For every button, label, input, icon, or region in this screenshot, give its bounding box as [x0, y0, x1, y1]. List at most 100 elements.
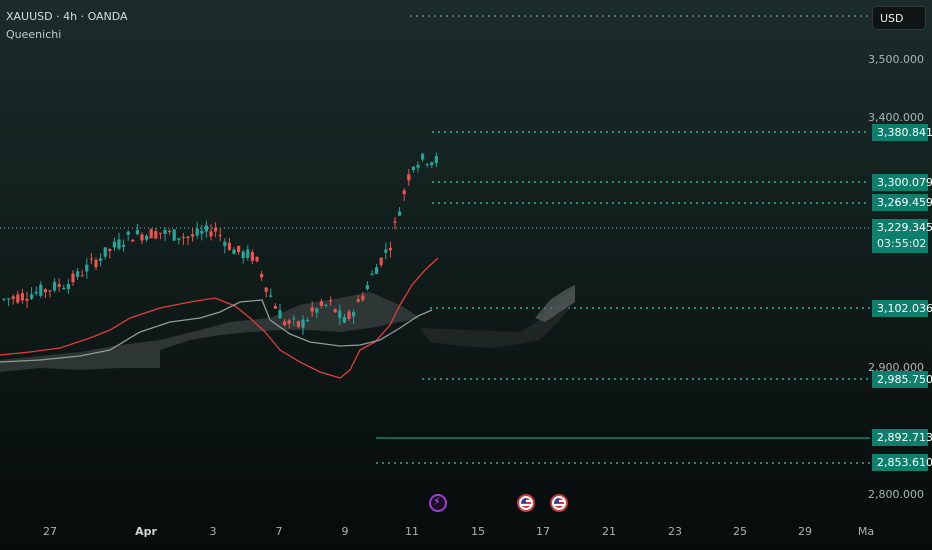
date-tick: 17: [536, 525, 550, 538]
indicator-label[interactable]: Queenichi: [6, 28, 62, 41]
currency-button[interactable]: USD: [872, 6, 926, 30]
ichimoku-cloud-area: [0, 292, 420, 372]
tenkan-line: [0, 257, 439, 379]
candle-down: [191, 234, 195, 237]
date-tick: 11: [405, 525, 419, 538]
date-tick: 7: [275, 525, 283, 538]
candle-down: [94, 259, 98, 268]
candle-up: [324, 304, 328, 306]
candle-down: [255, 256, 259, 262]
candle-down: [181, 237, 185, 239]
candle-up: [7, 298, 11, 300]
date-tick: Ma: [857, 525, 875, 538]
price-level-label: 2,853.610: [872, 454, 932, 471]
candle-down: [329, 300, 333, 302]
candle-up: [425, 164, 429, 166]
candle-up: [53, 281, 57, 291]
candle-down: [25, 298, 29, 301]
candle-up: [269, 295, 273, 297]
candle-down: [388, 247, 392, 251]
candle-down: [20, 293, 24, 301]
candle-down: [214, 227, 218, 232]
candle-up: [122, 244, 126, 247]
candle-down: [168, 231, 172, 233]
kijun-line: [0, 299, 433, 363]
candle-down: [131, 239, 135, 242]
candle-up: [76, 271, 80, 277]
candle-up: [103, 247, 107, 257]
candle-up: [430, 162, 434, 166]
candle-up: [85, 264, 89, 272]
candle-up: [370, 273, 374, 275]
candle-up: [117, 239, 121, 249]
candle-down: [283, 321, 287, 325]
price-level-lines: [0, 15, 870, 464]
candle-down: [296, 321, 300, 327]
candle-down: [227, 242, 231, 250]
candle-up: [365, 285, 369, 290]
candle-up: [241, 251, 245, 258]
price-level-label: 2,985.750: [872, 371, 932, 388]
candle-up: [204, 225, 208, 232]
candle-up: [177, 238, 181, 240]
candle-up: [172, 229, 176, 241]
candle-up: [306, 319, 310, 322]
candle-down: [48, 290, 52, 292]
price-tick: 3,400.000: [868, 111, 924, 124]
candle-down: [89, 258, 93, 260]
candle-down: [407, 174, 411, 181]
candle-up: [246, 249, 250, 258]
candle-up: [434, 156, 438, 164]
candle-up: [342, 316, 346, 323]
ichimoku-cloud-future-light: [535, 285, 575, 322]
candle-up: [30, 294, 34, 299]
candle-down: [393, 221, 397, 223]
candle-down: [57, 284, 61, 287]
us-flag-event-icon[interactable]: [550, 494, 568, 512]
price-level-label: 3,102.036: [872, 300, 932, 317]
date-tick: 15: [471, 525, 485, 538]
price-level-label: 3,380.841: [872, 124, 932, 141]
indicator-lines: [0, 257, 439, 379]
ichimoku-cloud: [0, 285, 575, 372]
candle-down: [11, 296, 15, 299]
candle-up: [2, 298, 6, 300]
candle-down: [379, 257, 383, 265]
candle-up: [411, 166, 415, 171]
candle-down: [347, 311, 351, 320]
date-tick: 21: [602, 525, 616, 538]
candle-up: [416, 164, 420, 168]
candle-down: [158, 232, 162, 234]
candle-down: [402, 190, 406, 194]
symbol-title[interactable]: XAUUSD · 4h · OANDA: [6, 10, 128, 23]
candle-down: [149, 229, 153, 239]
date-tick: 29: [798, 525, 812, 538]
candle-up: [200, 230, 204, 234]
candle-down: [287, 320, 291, 324]
candle-up: [145, 235, 149, 240]
candle-down: [260, 273, 264, 278]
candle-up: [292, 318, 296, 320]
candle-down: [209, 231, 213, 237]
us-flag-event-icon[interactable]: [517, 494, 535, 512]
current-price-label: 3,229.345 03:55:02: [872, 219, 932, 253]
candle-up: [223, 241, 227, 247]
price-tick: 2,800.000: [868, 488, 924, 501]
date-tick: 3: [209, 525, 217, 538]
lightning-event-icon[interactable]: [429, 494, 447, 512]
date-tick: Apr: [135, 525, 157, 538]
candle-down: [108, 249, 112, 251]
candle-down: [43, 289, 47, 293]
price-level-label: 3,300.079: [872, 174, 932, 191]
candle-down: [71, 273, 75, 283]
candle-up: [301, 319, 305, 328]
candle-down: [186, 236, 190, 239]
candle-down: [80, 275, 84, 277]
candle-down: [250, 251, 254, 261]
candle-down: [264, 287, 268, 292]
candle-down: [140, 234, 144, 241]
candle-up: [163, 229, 167, 234]
candle-down: [319, 301, 323, 307]
price-level-label: 2,892.713: [872, 429, 932, 446]
